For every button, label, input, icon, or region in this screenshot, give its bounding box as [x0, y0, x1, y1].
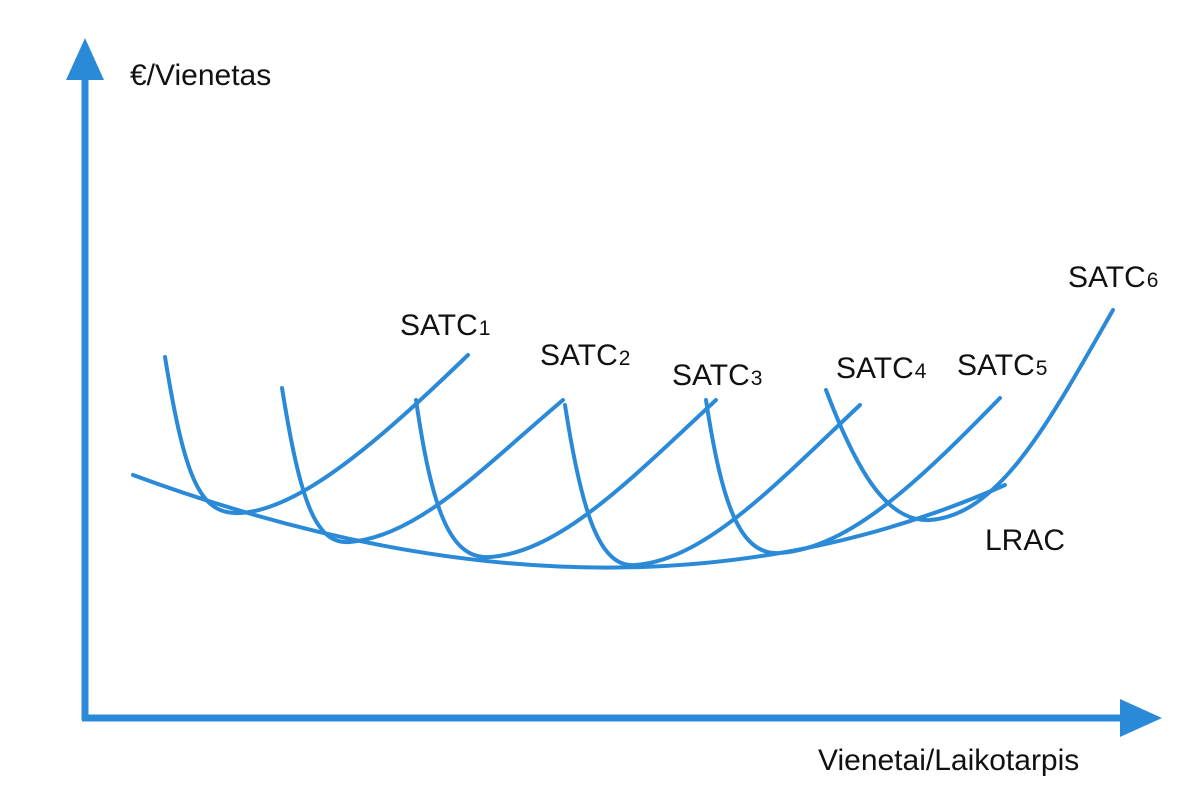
curve-index: 4	[915, 360, 927, 383]
curve-index: 2	[619, 347, 631, 370]
lrac-curve	[131, 473, 1007, 570]
satc-curve	[824, 308, 1115, 523]
curve-label: SATC2	[540, 339, 630, 372]
curve-index: 3	[751, 367, 763, 390]
satc-curve	[414, 398, 718, 560]
curve-name: SATC	[836, 352, 914, 385]
lrac-label: LRAC	[985, 524, 1065, 557]
satc-curve	[163, 353, 470, 516]
curve-name: SATC	[540, 339, 618, 372]
satc-curve	[704, 396, 1002, 556]
curve-name: SATC	[400, 309, 478, 342]
curve-label: SATC6	[1068, 261, 1158, 294]
curve-name: SATC	[957, 349, 1035, 382]
satc-curve	[563, 403, 862, 568]
curve-label: SATC5	[957, 349, 1047, 382]
y-axis-arrow	[66, 38, 104, 80]
curve-label: SATC3	[672, 359, 762, 392]
curve-label: SATC1	[400, 309, 490, 342]
curve-index: 1	[479, 317, 491, 340]
curve-label: SATC4	[836, 352, 927, 385]
satc-curve	[280, 386, 565, 545]
curve-index: 5	[1036, 357, 1048, 380]
curve-name: SATC	[1068, 261, 1146, 294]
curve-index: 6	[1147, 269, 1159, 292]
y-axis-label: €/Vienetas	[130, 59, 271, 92]
x-axis-label: Vienetai/Laikotarpis	[818, 744, 1079, 777]
curve-name: SATC	[672, 359, 750, 392]
x-axis-arrow	[1120, 699, 1162, 737]
